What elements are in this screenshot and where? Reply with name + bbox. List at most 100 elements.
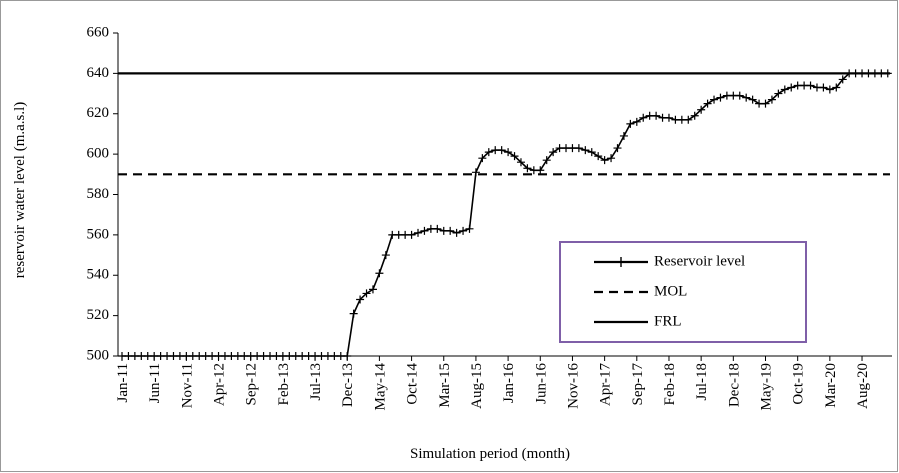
x-tick-label: Nov-11 — [179, 363, 195, 408]
point-marker — [542, 156, 551, 165]
x-tick-label: Feb-13 — [276, 363, 292, 406]
y-tick-label: 600 — [87, 146, 110, 162]
x-axis-title: Simulation period (month) — [410, 446, 570, 462]
x-tick-label: Mar-15 — [437, 363, 453, 408]
y-tick-label: 520 — [87, 307, 110, 323]
y-tick-label: 620 — [87, 105, 110, 121]
x-tick-label: Mar-20 — [823, 363, 839, 408]
point-marker — [600, 156, 609, 165]
point-marker — [484, 148, 493, 157]
point-marker — [452, 228, 461, 237]
x-tick-label: Jan-16 — [501, 363, 517, 403]
point-marker — [478, 154, 487, 163]
point-marker — [549, 148, 558, 157]
point-marker — [497, 146, 506, 155]
x-tick-label: Sep-17 — [630, 363, 646, 406]
point-marker — [433, 224, 442, 233]
point-marker — [516, 158, 525, 167]
x-tick-label: Jan-11 — [115, 363, 131, 402]
y-tick-label: 560 — [87, 226, 110, 242]
point-marker — [574, 144, 583, 153]
point-marker — [735, 91, 744, 100]
x-tick-label: Dec-18 — [726, 363, 742, 407]
legend-label: Reservoir level — [654, 253, 745, 269]
point-marker — [343, 352, 352, 360]
legend: Reservoir level MOL FRL — [559, 241, 807, 343]
point-marker — [690, 111, 699, 120]
x-tick-label: Sep-12 — [244, 363, 260, 406]
legend-marker — [616, 257, 626, 267]
point-marker — [780, 85, 789, 94]
legend-label: FRL — [654, 313, 682, 329]
x-tick-label: Oct-14 — [405, 363, 421, 405]
y-tick-label: 500 — [87, 347, 110, 363]
point-marker — [459, 226, 468, 235]
point-marker — [710, 95, 719, 104]
point-marker — [594, 152, 603, 161]
point-marker — [587, 148, 596, 157]
x-tick-label: Oct-19 — [791, 363, 807, 405]
x-tick-label: Apr-17 — [598, 363, 614, 407]
point-marker — [742, 93, 751, 102]
point-marker — [465, 224, 474, 233]
point-marker — [761, 99, 770, 108]
point-marker — [748, 95, 757, 104]
point-marker — [510, 152, 519, 161]
x-tick-label: Jun-16 — [533, 363, 549, 404]
point-marker — [703, 99, 712, 108]
x-tick-label: Apr-12 — [212, 363, 228, 406]
point-marker — [767, 95, 776, 104]
x-tick-label: Jul-18 — [694, 363, 710, 401]
x-tick-label: Nov-16 — [565, 363, 581, 409]
point-marker — [414, 228, 423, 237]
point-marker — [523, 164, 532, 173]
point-marker — [716, 93, 725, 102]
point-marker — [375, 269, 384, 278]
x-tick-label: May-19 — [759, 363, 775, 411]
x-tick-label: Feb-18 — [662, 363, 678, 406]
point-marker — [639, 113, 648, 122]
point-marker — [536, 166, 545, 175]
legend-label: MOL — [654, 283, 687, 299]
point-marker — [362, 289, 371, 298]
y-axis-title: reservoir water level (m.a.s.l) — [12, 102, 28, 279]
point-marker — [446, 226, 455, 235]
point-marker — [825, 85, 834, 94]
point-marker — [664, 113, 673, 122]
point-marker — [632, 117, 641, 126]
point-marker — [697, 105, 706, 114]
x-tick-label: May-14 — [372, 363, 388, 411]
point-marker — [619, 131, 628, 140]
point-marker — [787, 83, 796, 92]
x-tick-label: Dec-13 — [340, 363, 356, 407]
point-marker — [613, 144, 622, 153]
point-marker — [652, 111, 661, 120]
point-marker — [883, 69, 892, 78]
point-marker — [356, 295, 365, 304]
point-marker — [471, 168, 480, 177]
point-marker — [806, 81, 815, 90]
point-marker — [838, 75, 847, 84]
point-marker — [381, 251, 390, 260]
point-marker — [774, 89, 783, 98]
y-tick-label: 660 — [87, 24, 110, 40]
point-marker — [504, 148, 513, 157]
x-tick-label: Aug-15 — [469, 363, 485, 409]
x-tick-label: Aug-20 — [855, 363, 871, 409]
point-marker — [420, 226, 429, 235]
point-marker — [581, 146, 590, 155]
y-tick-label: 640 — [87, 65, 110, 81]
point-marker — [407, 230, 416, 239]
point-marker — [626, 119, 635, 128]
point-marker — [607, 154, 616, 163]
x-tick-label: Jun-11 — [147, 363, 163, 403]
y-tick-label: 540 — [87, 267, 110, 283]
y-tick-label: 580 — [87, 186, 110, 202]
x-tick-label: Jul-13 — [308, 363, 324, 401]
point-marker — [684, 115, 693, 124]
point-marker — [819, 83, 828, 92]
point-marker — [832, 83, 841, 92]
point-marker — [349, 309, 358, 318]
